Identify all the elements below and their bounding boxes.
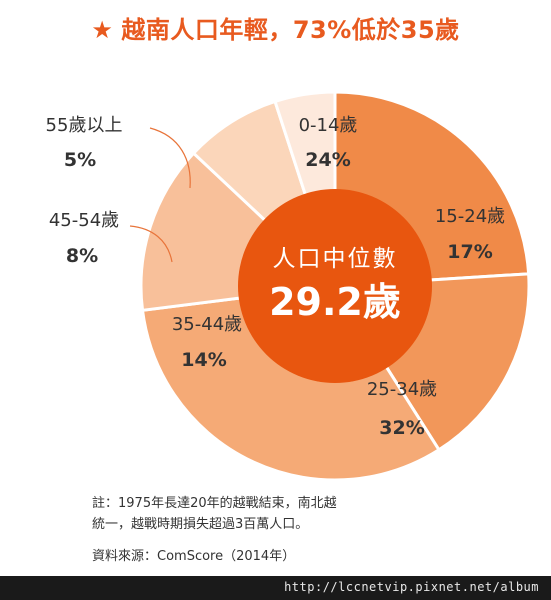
watermark-url: http://lccnetvip.pixnet.net/album [284,580,539,594]
slice-label-15-24: 15-24歲 [435,206,505,227]
pie-chart: 人口中位數 29.2歲 0-14歲 24% 15-24歲 17% 25-34歲 … [46,90,531,480]
chart-title: ★ 越南人口年輕，73%低於35歲 [0,10,551,45]
slice-percent-35-44: 14% [181,349,226,371]
footnote-line-2: 統一，越戰時期損失超過3百萬人口。 [92,517,309,532]
slice-label-0-14: 0-14歲 [299,115,358,136]
median-age-value: 29.2歲 [269,280,401,324]
slice-percent-0-14: 24% [305,149,350,171]
chart-title-text: 越南人口年輕，73%低於35歲 [121,16,460,44]
footnote: 註：1975年長達20年的越戰結束，南北越 統一，越戰時期損失超過3百萬人口。 … [92,493,392,567]
slice-label-45-54: 45-54歲 [49,210,119,231]
slice-label-55-plus: 55歲以上 [46,115,123,136]
source-note: 資料來源：ComScore（2014年） [92,549,296,564]
watermark-bar: http://lccnetvip.pixnet.net/album [0,576,551,600]
slice-label-35-44: 35-44歲 [172,314,242,335]
slice-label-25-34: 25-34歲 [367,379,437,400]
leader-line-55-plus [149,127,191,189]
footnote-line-1: 註：1975年長達20年的越戰結束，南北越 [92,496,337,511]
slice-percent-55-plus: 5% [64,149,96,171]
slice-percent-15-24: 17% [447,241,492,263]
slice-percent-45-54: 8% [66,245,98,267]
star-icon: ★ [91,16,114,44]
slice-percent-25-34: 32% [379,417,424,439]
median-age-label: 人口中位數 [273,246,398,272]
median-age-circle [238,189,432,383]
leader-line-45-54 [129,225,173,263]
